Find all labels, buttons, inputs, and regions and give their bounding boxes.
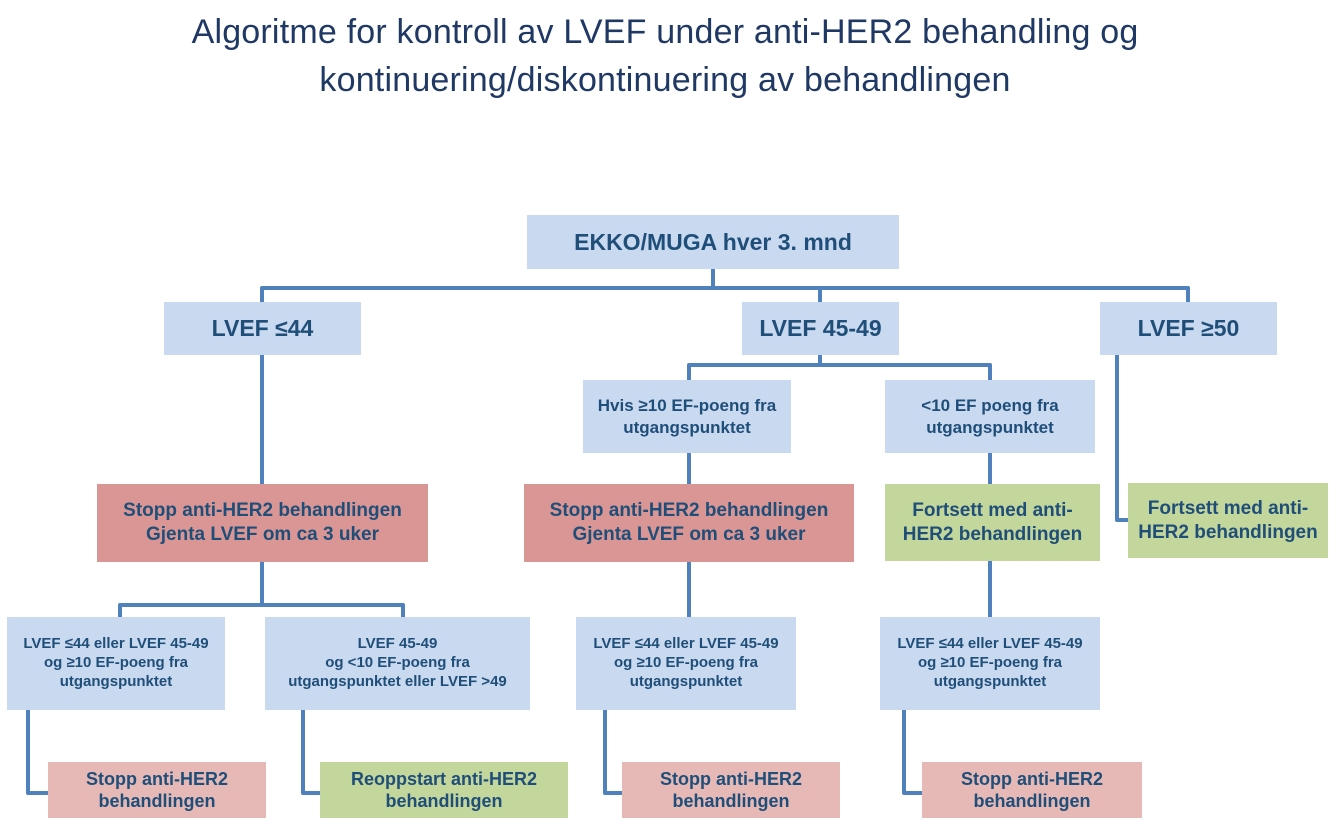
node-recheck-recovered: LVEF 45-49 og <10 EF-poeng fra utgangspu…: [265, 617, 530, 710]
node-continue-treatment-2: Fortsett med anti- HER2 behandlingen: [1128, 483, 1328, 558]
node-recheck-low-middle: LVEF ≤44 eller LVEF 45-49 og ≥10 EF-poen…: [576, 617, 796, 710]
node-lvef-le44: LVEF ≤44: [164, 302, 361, 355]
node-ekko-muga: EKKO/MUGA hver 3. mnd: [527, 215, 899, 269]
node-lvef-45-49: LVEF 45-49: [742, 302, 899, 355]
node-stop-retest-left: Stopp anti-HER2 behandlingen Gjenta LVEF…: [97, 484, 428, 562]
node-restart-treatment: Reoppstart anti-HER2 behandlingen: [320, 762, 568, 818]
node-drop-ge10-ef: Hvis ≥10 EF-poeng fra utgangspunktet: [583, 380, 791, 453]
node-drop-lt10-ef: <10 EF poeng fra utgangspunktet: [885, 380, 1095, 453]
node-stop-final-2: Stopp anti-HER2 behandlingen: [622, 762, 840, 818]
node-stop-final-3: Stopp anti-HER2 behandlingen: [922, 762, 1142, 818]
node-lvef-ge50: LVEF ≥50: [1100, 302, 1277, 355]
node-continue-treatment-1: Fortsett med anti- HER2 behandlingen: [885, 484, 1100, 561]
node-recheck-low-right: LVEF ≤44 eller LVEF 45-49 og ≥10 EF-poen…: [880, 617, 1100, 710]
diagram-title: Algoritme for kontroll av LVEF under ant…: [191, 13, 1139, 100]
node-recheck-low-left: LVEF ≤44 eller LVEF 45-49 og ≥10 EF-poen…: [7, 617, 225, 710]
node-stop-final-1: Stopp anti-HER2 behandlingen: [48, 762, 266, 818]
node-stop-retest-middle: Stopp anti-HER2 behandlingen Gjenta LVEF…: [524, 484, 854, 562]
